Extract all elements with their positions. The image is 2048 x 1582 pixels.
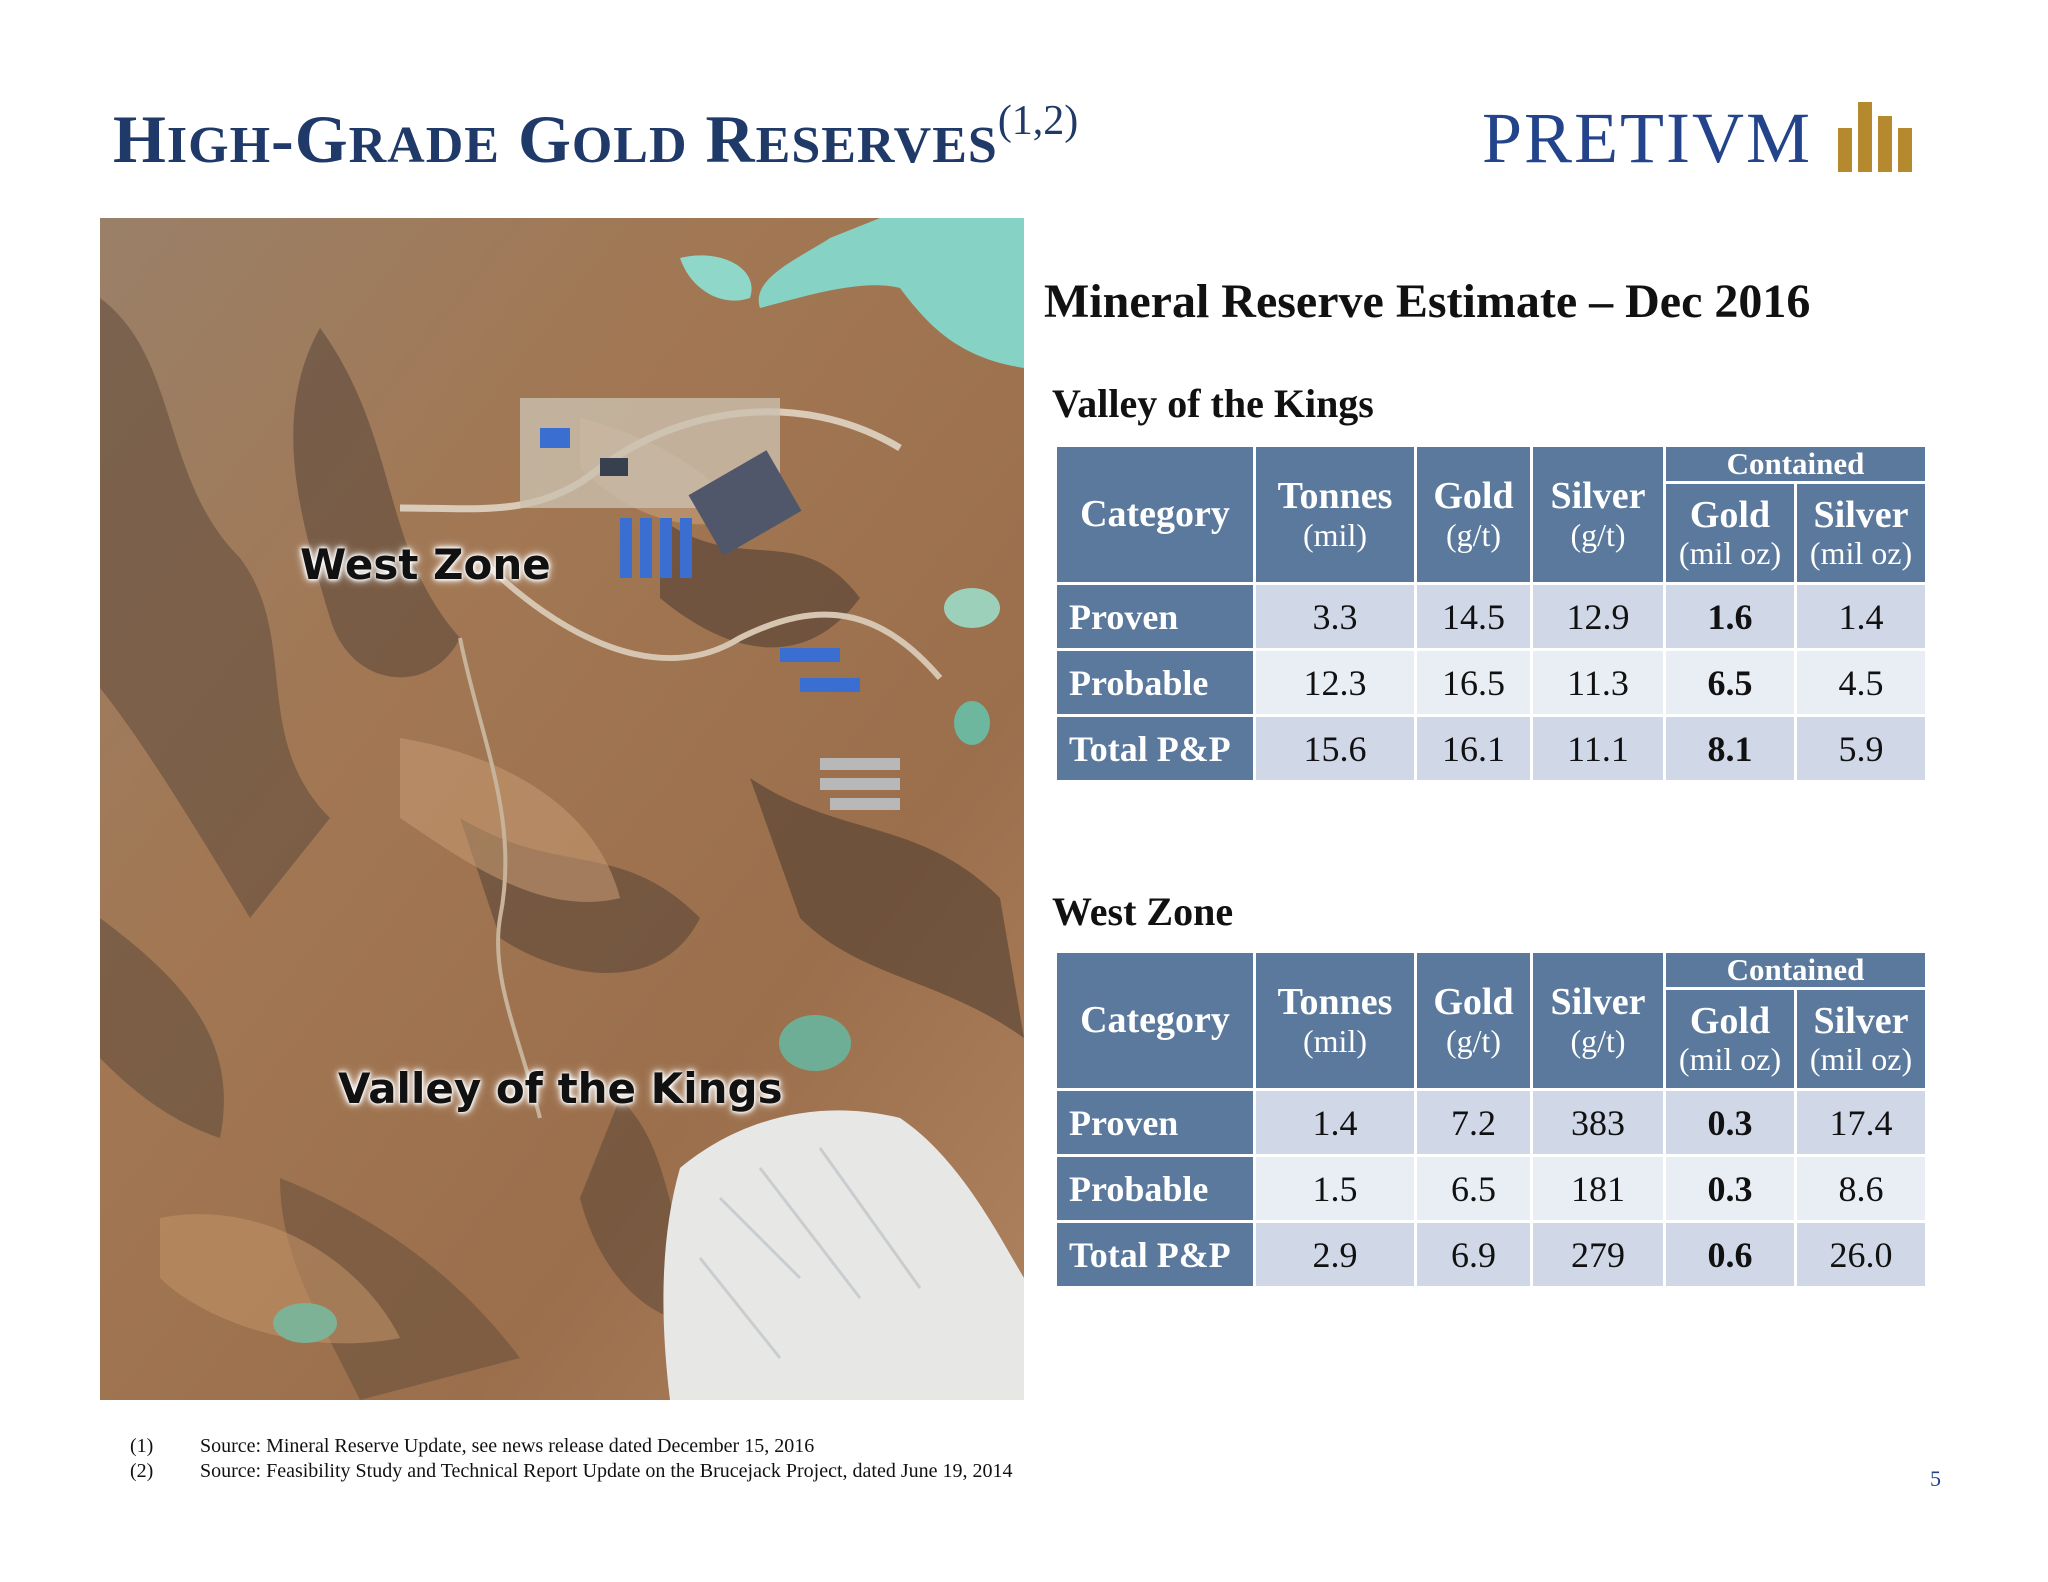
footnote-number: (1): [130, 1435, 154, 1457]
table-row-proven: Proven 1.4 7.2 383 0.3 17.4: [1057, 1091, 1925, 1155]
cell-silver-grade: 383: [1533, 1091, 1663, 1155]
footnote-number: (2): [130, 1460, 154, 1482]
header-tonnes: Tonnes (mil): [1256, 447, 1414, 583]
slide-title: HIGH-GRADE GOLD RESERVES(1,2): [113, 98, 1079, 177]
aerial-terrain: [100, 218, 1024, 1400]
header-silver-grade: Silver (g/t): [1533, 447, 1663, 583]
footnotes: (1) Source: Mineral Reserve Update, see …: [130, 1434, 1012, 1484]
cell-contained-silver: 17.4: [1797, 1091, 1925, 1155]
cell-category: Total P&P: [1057, 1223, 1253, 1287]
header-gold-grade: Gold (g/t): [1417, 953, 1530, 1089]
table-row-total: Total P&P 2.9 6.9 279 0.6 26.0: [1057, 1223, 1925, 1287]
cell-tonnes: 12.3: [1256, 651, 1414, 715]
title-footnote-ref: (1,2): [997, 98, 1079, 144]
cell-silver-grade: 12.9: [1533, 585, 1663, 649]
cell-contained-silver: 8.6: [1797, 1157, 1925, 1221]
footnote-2: (2) Source: Feasibility Study and Techni…: [130, 1459, 1012, 1484]
header-tonnes: Tonnes (mil): [1256, 953, 1414, 1089]
aerial-site-image: West Zone Valley of the Kings: [100, 218, 1024, 1400]
logo-bars-icon: [1838, 102, 1913, 172]
section-heading-west-zone: West Zone: [1052, 889, 1234, 934]
header-contained: Contained: [1666, 446, 1925, 482]
cell-gold-grade: 16.1: [1417, 717, 1530, 781]
footnote-1: (1) Source: Mineral Reserve Update, see …: [130, 1434, 1012, 1459]
cell-gold-grade: 7.2: [1417, 1091, 1530, 1155]
cell-silver-grade: 11.1: [1533, 717, 1663, 781]
reserve-table-west-zone: Category Tonnes (mil) Gold (g/t) Silver (g/…: [1054, 950, 1928, 1289]
cell-tonnes: 1.4: [1256, 1091, 1414, 1155]
cell-contained-gold: 0.3: [1666, 1157, 1794, 1221]
cell-tonnes: 15.6: [1256, 717, 1414, 781]
footnote-text: Source: Feasibility Study and Technical …: [200, 1460, 1013, 1482]
header-contained-silver: Silver (mil oz): [1797, 990, 1925, 1089]
cell-tonnes: 1.5: [1256, 1157, 1414, 1221]
logo-wordmark: PRETIVM: [1482, 98, 1813, 178]
map-label-valley-of-the-kings: Valley of the Kings: [338, 1064, 783, 1113]
cell-gold-grade: 14.5: [1417, 585, 1530, 649]
table-row-probable: Probable 12.3 16.5 11.3 6.5 4.5: [1057, 651, 1925, 715]
map-label-west-zone: West Zone: [300, 540, 551, 589]
header-contained-gold: Gold (mil oz): [1666, 484, 1794, 583]
cell-contained-gold: 8.1: [1666, 717, 1794, 781]
cell-category: Total P&P: [1057, 717, 1253, 781]
header-gold-grade: Gold (g/t): [1417, 447, 1530, 583]
header-category: Category: [1057, 447, 1253, 583]
header-contained-silver: Silver (mil oz): [1797, 484, 1925, 583]
cell-category: Proven: [1057, 585, 1253, 649]
table-row-total: Total P&P 15.6 16.1 11.1 8.1 5.9: [1057, 717, 1925, 781]
header-contained-gold: Gold (mil oz): [1666, 990, 1794, 1089]
pretivm-logo: PRETIVM: [1482, 98, 1913, 178]
cell-contained-gold: 6.5: [1666, 651, 1794, 715]
cell-category: Proven: [1057, 1091, 1253, 1155]
table-row-proven: Proven 3.3 14.5 12.9 1.6 1.4: [1057, 585, 1925, 649]
header-contained: Contained: [1666, 952, 1925, 988]
footnote-text: Source: Mineral Reserve Update, see news…: [200, 1435, 815, 1457]
cell-gold-grade: 6.5: [1417, 1157, 1530, 1221]
page-number: 5: [1930, 1466, 1941, 1491]
cell-gold-grade: 16.5: [1417, 651, 1530, 715]
cell-contained-silver: 26.0: [1797, 1223, 1925, 1287]
reserve-table-valley-of-the-kings: Category Tonnes (mil) Gold (g/t) Silver (g/…: [1054, 444, 1928, 783]
cell-tonnes: 3.3: [1256, 585, 1414, 649]
cell-contained-silver: 4.5: [1797, 651, 1925, 715]
estimate-heading: Mineral Reserve Estimate – Dec 2016: [1044, 275, 1811, 328]
cell-contained-gold: 1.6: [1666, 585, 1794, 649]
cell-contained-silver: 1.4: [1797, 585, 1925, 649]
cell-contained-gold: 0.3: [1666, 1091, 1794, 1155]
cell-silver-grade: 11.3: [1533, 651, 1663, 715]
cell-contained-silver: 5.9: [1797, 717, 1925, 781]
cell-silver-grade: 279: [1533, 1223, 1663, 1287]
cell-contained-gold: 0.6: [1666, 1223, 1794, 1287]
table-row-probable: Probable 1.5 6.5 181 0.3 8.6: [1057, 1157, 1925, 1221]
cell-category: Probable: [1057, 651, 1253, 715]
cell-category: Probable: [1057, 1157, 1253, 1221]
header-silver-grade: Silver (g/t): [1533, 953, 1663, 1089]
cell-silver-grade: 181: [1533, 1157, 1663, 1221]
section-heading-valley-of-the-kings: Valley of the Kings: [1052, 381, 1374, 426]
cell-gold-grade: 6.9: [1417, 1223, 1530, 1287]
cell-tonnes: 2.9: [1256, 1223, 1414, 1287]
header-category: Category: [1057, 953, 1253, 1089]
